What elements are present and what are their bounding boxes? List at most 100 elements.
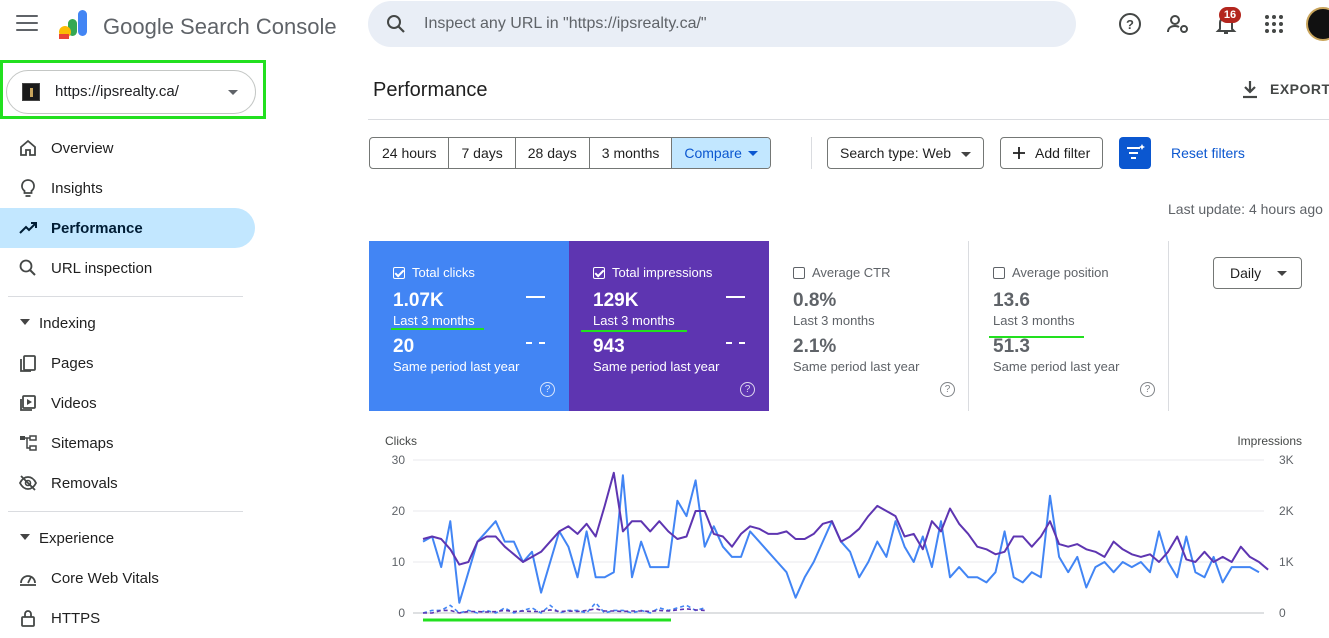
sidebar-item-label: Videos <box>51 395 97 412</box>
search-type-filter[interactable]: Search type: Web <box>827 137 985 169</box>
sidebar-item-url-inspection[interactable]: URL inspection <box>0 248 255 288</box>
caret-down-icon <box>961 151 972 157</box>
filter-separator <box>811 137 812 169</box>
metric-card-total-clicks[interactable]: Total clicks 1.07K Last 3 months 20 Same… <box>369 241 569 411</box>
green-annotation-underline <box>989 336 1084 338</box>
metric-title: Total clicks <box>412 265 475 280</box>
metric-previous-value: 943 <box>593 336 625 357</box>
metric-current-period: Last 3 months <box>793 313 875 328</box>
sidebar-item-overview[interactable]: Overview <box>0 128 255 168</box>
range-3-months[interactable]: 3 months <box>590 138 673 168</box>
top-app-bar: Google Search Console ? 16 <box>0 0 1329 56</box>
header-divider <box>368 119 1329 120</box>
caret-down-icon <box>20 534 30 540</box>
metric-current-period: Last 3 months <box>393 313 475 328</box>
pages-icon <box>20 355 36 372</box>
property-selector[interactable]: https://ipsrealty.ca/ <box>6 70 256 114</box>
sitemap-icon <box>20 435 37 451</box>
reset-filters-link[interactable]: Reset filters <box>1171 145 1245 161</box>
page-title: Performance <box>373 79 488 101</box>
series-line-total-impressions-previous <box>423 608 705 614</box>
sidebar-item-sitemaps[interactable]: Sitemaps <box>0 423 255 463</box>
performance-panel: Total clicks 1.07K Last 3 months 20 Same… <box>369 241 1319 631</box>
notifications-badge[interactable]: 16 <box>1219 7 1241 23</box>
help-icon[interactable]: ? <box>540 382 555 397</box>
granularity-select[interactable]: Daily <box>1213 257 1302 289</box>
sidebar-item-videos[interactable]: Videos <box>0 383 255 423</box>
search-console-logo-icon <box>59 10 87 39</box>
metric-current-value: 1.07K <box>393 290 444 311</box>
sidebar-section-experience[interactable]: Experience <box>0 523 255 553</box>
sidebar-item-insights[interactable]: Insights <box>0 168 255 208</box>
filter-settings-button[interactable] <box>1119 137 1151 169</box>
lightbulb-icon <box>21 179 35 197</box>
help-icon[interactable]: ? <box>740 382 755 397</box>
user-settings-icon[interactable] <box>1166 12 1190 36</box>
sidebar-section-indexing[interactable]: Indexing <box>0 308 255 338</box>
solid-line-legend-icon <box>526 296 545 298</box>
metric-title: Total impressions <box>612 265 713 280</box>
account-avatar[interactable] <box>1306 7 1329 41</box>
right-axis-label: Impressions <box>1237 434 1302 448</box>
gauge-icon <box>20 575 36 586</box>
metric-title: Average CTR <box>812 265 891 280</box>
video-icon <box>20 395 36 411</box>
metric-previous-period: Same period last year <box>993 359 1120 374</box>
metric-card-total-impressions[interactable]: Total impressions 129K Last 3 months 943… <box>569 241 769 411</box>
metric-current-period: Last 3 months <box>993 313 1075 328</box>
plus-icon <box>1013 147 1025 159</box>
date-range-selector: 24 hours 7 days 28 days 3 months Compare <box>369 137 771 169</box>
granularity-label: Daily <box>1230 265 1262 281</box>
export-label: EXPORT <box>1270 81 1329 97</box>
search-icon <box>19 259 36 276</box>
sidebar-item-https[interactable]: HTTPS <box>0 598 255 638</box>
checkbox-checked-icon[interactable] <box>393 267 405 279</box>
caret-down-icon <box>20 319 30 325</box>
metric-current-period: Last 3 months <box>593 313 675 328</box>
range-compare[interactable]: Compare <box>672 138 770 168</box>
sidebar-item-removals[interactable]: Removals <box>0 463 255 503</box>
performance-line-chart: Clicks Impressions 30 3K 20 2K 10 1K 0 0 <box>385 434 1302 622</box>
trending-up-icon <box>19 222 37 234</box>
sidebar-item-performance[interactable]: Performance <box>0 208 255 248</box>
app-brand-title: Google Search Console <box>103 14 337 39</box>
metric-previous-value: 51.3 <box>993 336 1030 357</box>
metric-previous-period: Same period last year <box>593 359 720 374</box>
metric-card-average-ctr[interactable]: Average CTR 0.8% Last 3 months 2.1% Same… <box>769 241 969 411</box>
right-tick-label: 2K <box>1279 504 1294 518</box>
help-icon[interactable]: ? <box>940 382 955 397</box>
dashed-line-legend-icon <box>526 342 545 344</box>
apps-grid-icon[interactable] <box>1262 12 1286 36</box>
sidebar-section-label: Experience <box>39 530 115 547</box>
range-7-days[interactable]: 7 days <box>449 138 516 168</box>
range-28-days[interactable]: 28 days <box>516 138 590 168</box>
checkbox-checked-icon[interactable] <box>593 267 605 279</box>
range-24-hours[interactable]: 24 hours <box>370 138 450 168</box>
right-tick-label: 1K <box>1279 555 1294 569</box>
green-annotation-underline <box>581 330 687 332</box>
last-update-text: Last update: 4 hours ago <box>1168 201 1323 217</box>
add-filter-button[interactable]: Add filter <box>1000 137 1104 169</box>
sidebar-item-label: Core Web Vitals <box>51 570 159 587</box>
sidebar-item-label: Performance <box>51 220 143 237</box>
checkbox-unchecked-icon[interactable] <box>793 267 805 279</box>
checkbox-unchecked-icon[interactable] <box>993 267 1005 279</box>
sidebar-item-core-web-vitals[interactable]: Core Web Vitals <box>0 558 255 598</box>
sidebar-item-label: Insights <box>51 180 103 197</box>
url-inspection-search[interactable] <box>368 1 1076 47</box>
help-icon[interactable]: ? <box>1118 12 1142 36</box>
caret-down-icon <box>1277 271 1287 276</box>
lock-icon <box>21 610 35 627</box>
help-icon[interactable]: ? <box>1140 382 1155 397</box>
search-input[interactable] <box>424 12 1044 36</box>
svg-text:?: ? <box>1126 17 1134 32</box>
sidebar-item-pages[interactable]: Pages <box>0 343 255 383</box>
filter-list-icon <box>1127 144 1145 159</box>
property-selector-highlight: https://ipsrealty.ca/ <box>0 60 266 119</box>
main-menu-icon[interactable] <box>16 15 38 33</box>
sidebar-item-label: Overview <box>51 140 114 157</box>
sidebar-divider <box>8 296 243 297</box>
add-filter-label: Add filter <box>1035 145 1091 161</box>
chevron-down-icon <box>228 90 238 95</box>
metric-card-average-position[interactable]: Average position 13.6 Last 3 months 51.3… <box>969 241 1169 411</box>
